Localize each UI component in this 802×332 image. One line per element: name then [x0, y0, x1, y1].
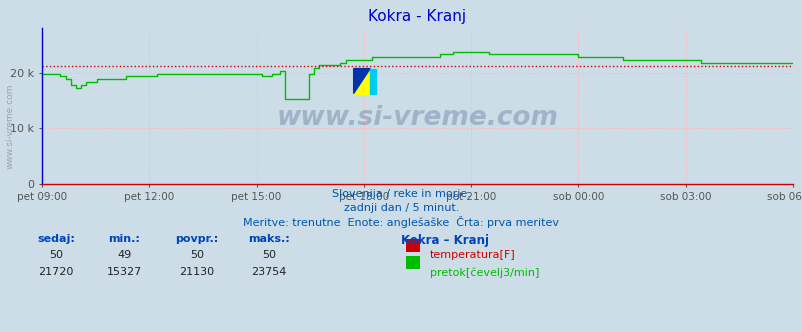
Text: Kokra – Kranj: Kokra – Kranj	[401, 234, 489, 247]
Text: 50: 50	[189, 250, 204, 260]
Text: 49: 49	[117, 250, 132, 260]
Text: temperatura[F]: temperatura[F]	[429, 250, 515, 260]
Text: 50: 50	[49, 250, 63, 260]
Text: pretok[čevelj3/min]: pretok[čevelj3/min]	[429, 267, 538, 278]
Text: 23754: 23754	[251, 267, 286, 277]
Polygon shape	[370, 69, 375, 94]
Title: Kokra - Kranj: Kokra - Kranj	[368, 9, 466, 24]
Text: Meritve: trenutne  Enote: anglešaške  Črta: prva meritev: Meritve: trenutne Enote: anglešaške Črta…	[243, 216, 559, 228]
Text: min.:: min.:	[108, 234, 140, 244]
Text: www.si-vreme.com: www.si-vreme.com	[276, 106, 558, 131]
Polygon shape	[353, 69, 370, 94]
Text: www.si-vreme.com: www.si-vreme.com	[6, 83, 15, 169]
Text: sedaj:: sedaj:	[37, 234, 75, 244]
Text: povpr.:: povpr.:	[175, 234, 218, 244]
Polygon shape	[353, 69, 370, 94]
Text: maks.:: maks.:	[248, 234, 290, 244]
Text: 21130: 21130	[179, 267, 214, 277]
Text: 21720: 21720	[38, 267, 74, 277]
Text: 15327: 15327	[107, 267, 142, 277]
Text: 50: 50	[261, 250, 276, 260]
Text: zadnji dan / 5 minut.: zadnji dan / 5 minut.	[343, 203, 459, 213]
Text: Slovenija / reke in morje.: Slovenija / reke in morje.	[332, 189, 470, 199]
